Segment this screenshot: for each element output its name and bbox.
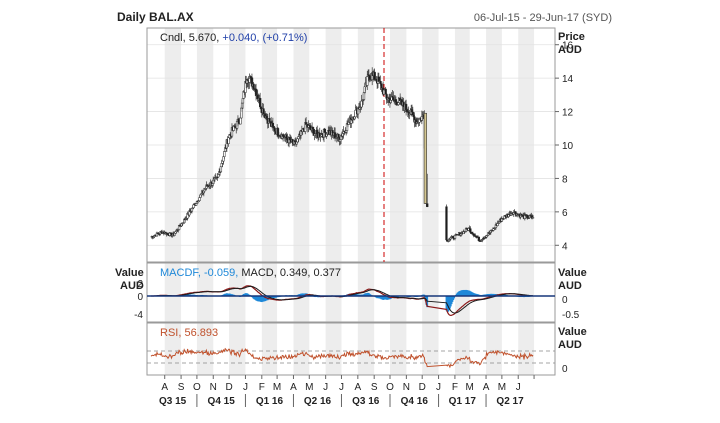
month-band (518, 263, 534, 322)
chart-title: Daily BAL.AX (117, 10, 194, 24)
quarter-label: Q1 16 (256, 396, 284, 407)
month-label: N (403, 382, 410, 393)
candle-body (220, 167, 222, 172)
month-label: M (466, 382, 474, 393)
macd-left-tick-label: -4 (134, 310, 143, 321)
month-band (358, 323, 374, 375)
quarter-label: Q4 15 (208, 396, 236, 407)
month-label: O (386, 382, 394, 393)
rsi-right-tick-label: 0 (562, 364, 568, 375)
candle-body (532, 217, 534, 218)
month-label: J (243, 382, 248, 393)
month-label: O (193, 382, 201, 393)
month-label: D (419, 382, 426, 393)
month-label: S (371, 382, 378, 393)
month-label: J (436, 382, 441, 393)
rsi-axis: 0 (562, 364, 568, 375)
month-label: A (483, 382, 490, 393)
rsi-legend: RSI, 56.893 (160, 327, 218, 339)
month-band (390, 323, 406, 375)
legend-percent: (+0.71%) (262, 32, 307, 44)
price-tick-label: 8 (562, 174, 568, 185)
quarter-label: Q3 16 (352, 396, 380, 407)
month-band (229, 323, 245, 375)
macd-right-unit: AUD (558, 280, 582, 292)
quarter-label: Q1 17 (449, 396, 477, 407)
macd-left-title: Value (115, 267, 144, 279)
month-label: J (516, 382, 521, 393)
macd-legend: MACDF, -0.059, MACD, 0.349, 0.377 (160, 267, 341, 279)
month-label: M (498, 382, 506, 393)
month-label: F (452, 382, 458, 393)
candle-body (426, 204, 428, 207)
legend-macd: MACD, 0.349, 0.377 (241, 267, 341, 279)
price-tick-label: 12 (562, 108, 574, 119)
price-tick-label: 10 (562, 141, 574, 152)
price-tick-label: 14 (562, 74, 574, 85)
month-label: J (339, 382, 344, 393)
price-tick-label: 6 (562, 208, 568, 219)
candle-body (380, 81, 382, 83)
quarter-label: Q3 15 (159, 396, 187, 407)
month-band (486, 323, 502, 375)
month-label: D (225, 382, 232, 393)
month-band (390, 263, 406, 322)
month-label: A (354, 382, 361, 393)
legend-value: 5.670, (189, 32, 220, 44)
rsi-right-unit: AUD (558, 339, 582, 351)
month-band (422, 323, 438, 375)
date-range: 06-Jul-15 - 29-Jun-17 (SYD) (474, 12, 612, 24)
legend-series: Cndl, (160, 32, 186, 44)
quarter-label: Q2 17 (496, 396, 524, 407)
candle-body (366, 76, 368, 85)
candle-body (324, 129, 326, 132)
price-axis-title: Price (558, 31, 585, 43)
drop-candle (424, 113, 427, 203)
price-legend: Cndl, 5.670, +0.040, (+0.71%) (160, 32, 307, 44)
month-band (518, 323, 534, 375)
month-label: J (323, 382, 328, 393)
month-band (422, 263, 438, 322)
candle-body (223, 151, 225, 156)
macd-right-tick-label: -0.5 (562, 310, 580, 321)
price-axis-unit: AUD (558, 44, 582, 56)
month-band (293, 323, 309, 375)
month-band (455, 323, 470, 375)
month-label: F (259, 382, 265, 393)
month-label: M (305, 382, 313, 393)
rsi-right-title: Value (558, 326, 587, 338)
macd-right-title: Value (558, 267, 587, 279)
month-label: S (178, 382, 185, 393)
macd-left-tick-label: 0 (137, 292, 143, 303)
month-label: N (210, 382, 217, 393)
candle-body (446, 207, 448, 240)
macd-left-tick-label: 2 (137, 279, 143, 290)
month-band (486, 263, 502, 322)
quarter-label: Q4 16 (401, 396, 429, 407)
candle-body (240, 118, 242, 124)
month-band (326, 323, 342, 375)
macd-right-tick-label: 0 (562, 295, 568, 306)
month-label: A (161, 382, 168, 393)
quarter-label: Q2 16 (304, 396, 332, 407)
legend-macdf: MACDF, -0.059, (160, 267, 238, 279)
month-label: M (273, 382, 281, 393)
month-band (262, 323, 277, 375)
legend-change: +0.040, (222, 32, 259, 44)
month-label: A (290, 382, 297, 393)
price-tick-label: 4 (562, 241, 568, 252)
